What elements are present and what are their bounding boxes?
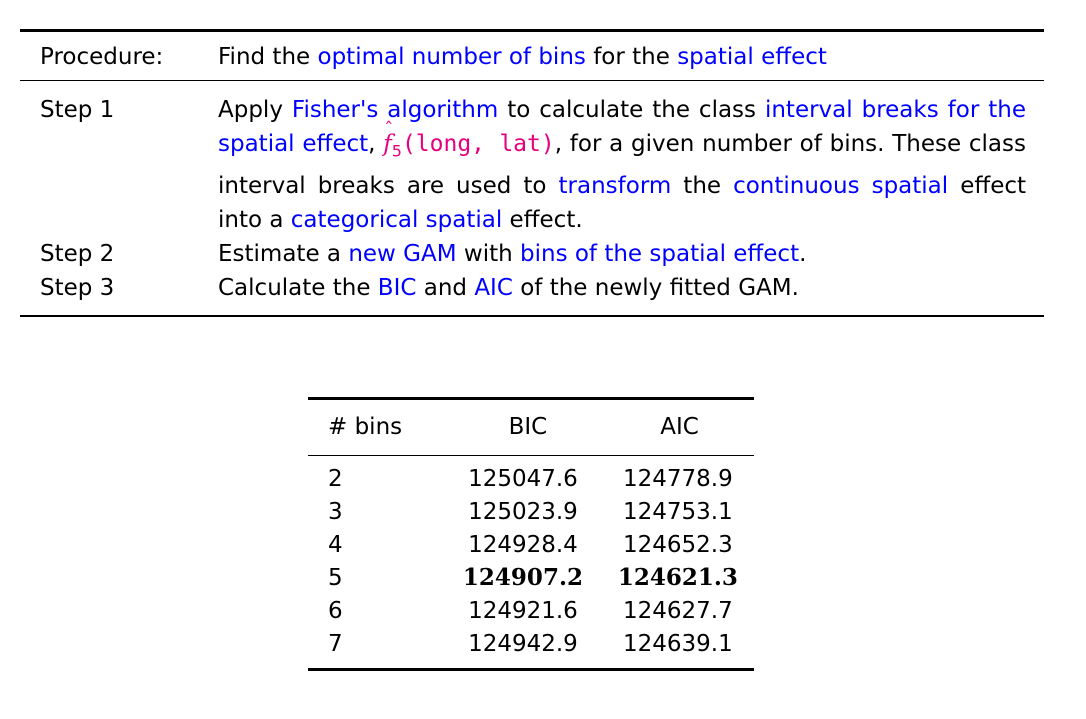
highlight-text: AIC	[474, 274, 513, 301]
procedure-header-label: Procedure:	[40, 43, 164, 70]
step-row: Step 2 Estimate a new GAM with bins of t…	[20, 237, 1044, 271]
highlight-text: categorical spatial	[290, 206, 503, 233]
cell-bins: 2	[328, 465, 343, 492]
highlight-text: interval breaks for the spatial effect	[218, 97, 1026, 157]
cell-aic: 124621.3	[617, 564, 738, 591]
cell-aic: 124778.9	[623, 465, 733, 492]
table-row: 7 124942.9 124639.1	[308, 627, 754, 660]
text-fragment: and	[416, 274, 475, 301]
cell-aic: 124627.7	[623, 597, 733, 624]
cell-bic: 125023.9	[468, 498, 578, 525]
math-fragment: 5	[391, 141, 402, 161]
procedure-top-rule	[20, 29, 1044, 32]
header-aic: AIC	[660, 413, 699, 440]
cell-aic: 124639.1	[623, 630, 733, 657]
procedure-mid-rule	[20, 79, 1044, 81]
cell-bic: 124928.4	[468, 531, 578, 558]
highlight-text: Fisher's algorithm	[291, 97, 499, 123]
cell-bins: 6	[328, 597, 343, 624]
step-label: Step 3	[40, 274, 115, 301]
text-fragment: to calculate the class	[498, 97, 765, 123]
step-label: Step 1	[40, 97, 115, 123]
cell-bic: 124942.9	[468, 630, 578, 657]
step-text: Apply Fisher's algorithm to calculate th…	[218, 93, 1044, 237]
text-fragment: ,	[368, 131, 384, 157]
text-fragment: of the newly fitted GAM.	[512, 274, 799, 301]
results-table: # bins BIC AIC 2 125047.6 124778.9 3 125023.…	[308, 397, 754, 671]
text-fragment: Calculate the	[218, 274, 378, 301]
table-row: 3 125023.9 124753.1	[308, 495, 754, 528]
text-fragment: , for a given number of bins. These clas…	[218, 131, 1026, 199]
header-bic: BIC	[508, 413, 548, 440]
table-row: 4 124928.4 124652.3	[308, 528, 754, 561]
step-label: Step 2	[40, 240, 115, 267]
cell-bins: 3	[328, 498, 343, 525]
step-text: Estimate a new GAM with bins of the spat…	[218, 237, 1044, 271]
step-row: Step 1 Apply Fisher's algorithm to calcu…	[20, 93, 1044, 237]
math-f: f	[383, 131, 392, 157]
table-row: 2 125047.6 124778.9	[308, 456, 754, 495]
text-fragment: Estimate a	[218, 240, 349, 267]
highlight-text: continuous spatial	[733, 172, 949, 199]
results-body: 2 125047.6 124778.9 3 125023.9 124753.1 4 12492…	[308, 456, 754, 660]
cell-aic: 124753.1	[623, 498, 733, 525]
results-mid-rule	[308, 454, 754, 456]
cell-bic: 124907.2	[462, 564, 583, 591]
step-row: Step 3 Calculate the BIC and AIC of the …	[20, 271, 1044, 305]
hat-accent-icon: ˆ	[384, 119, 394, 140]
text-fragment: for the	[585, 43, 678, 70]
text-fragment: with	[456, 240, 520, 267]
cell-bins: 7	[328, 630, 343, 657]
highlight-text: new GAM	[348, 240, 457, 267]
text-fragment: the	[671, 172, 734, 199]
table-row: 6 124921.6 124627.7	[308, 594, 754, 627]
header-bins: # bins	[328, 413, 403, 440]
results-top-rule	[308, 397, 754, 400]
highlight-text: bins of the spatial effect	[520, 240, 800, 267]
highlight-text: optimal number of bins	[317, 43, 586, 70]
procedure-steps: Step 1 Apply Fisher's algorithm to calcu…	[20, 81, 1044, 315]
results-header-row: # bins BIC AIC	[308, 400, 754, 455]
text-fragment: effect.	[502, 206, 583, 233]
cell-bins: 5	[328, 564, 343, 591]
procedure-header-text: Find the optimal number of bins for the …	[218, 44, 1044, 70]
procedure-table: Procedure: Find the optimal number of bi…	[20, 29, 1044, 318]
text-fragment: Find the	[218, 43, 318, 70]
step-text: Calculate the BIC and AIC of the newly f…	[218, 271, 1044, 305]
math-fragment: (long, lat)	[401, 131, 555, 157]
cell-bic: 124921.6	[468, 597, 578, 624]
results-bottom-rule	[308, 668, 754, 671]
text-fragment: .	[799, 240, 807, 267]
highlight-text: BIC	[377, 274, 417, 301]
procedure-header-row: Procedure: Find the optimal number of bi…	[20, 32, 1044, 80]
text-fragment: effect into a	[218, 172, 1027, 233]
highlight-text: spatial effect	[677, 43, 827, 70]
cell-bic: 125047.6	[468, 465, 578, 492]
table-row: 5 124907.2 124621.3	[308, 561, 754, 594]
cell-aic: 124652.3	[623, 531, 733, 558]
cell-bins: 4	[328, 531, 343, 558]
highlight-text: transform	[558, 172, 672, 199]
procedure-bottom-rule	[20, 314, 1044, 318]
text-fragment: Apply	[218, 97, 292, 123]
